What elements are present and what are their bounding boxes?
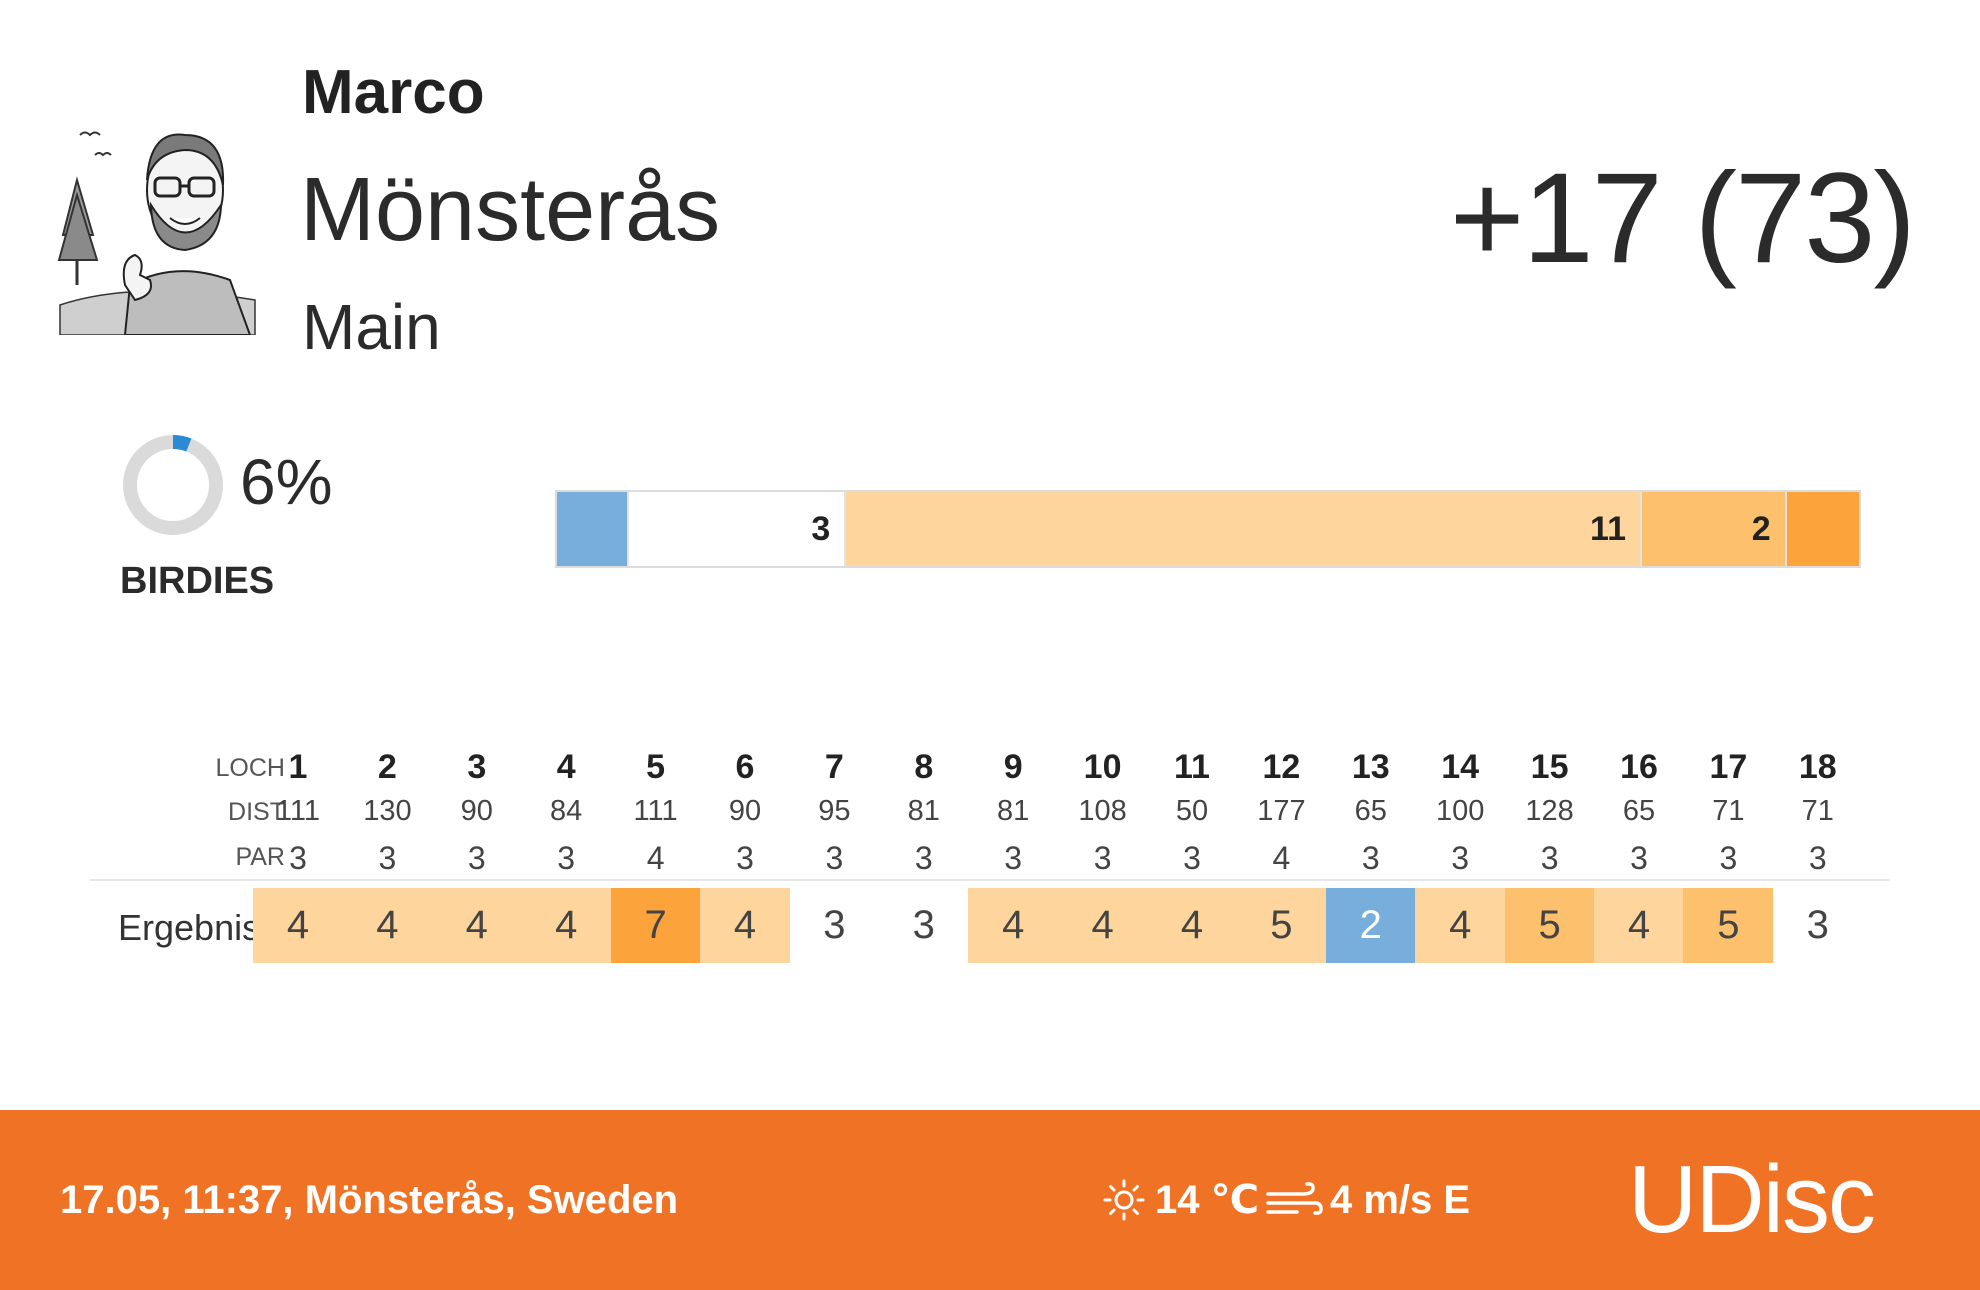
hole-number: 1 — [288, 748, 308, 786]
hole-score: 2 — [1325, 888, 1416, 963]
hole-number: 10 — [1083, 748, 1122, 786]
hole-score: 4 — [253, 888, 343, 963]
hole-par: 3 — [1451, 840, 1470, 876]
distribution-segment-birdie — [557, 492, 630, 566]
hole-distance: 65 — [1622, 795, 1656, 827]
hole-distance: 95 — [818, 795, 851, 827]
scorecard-divider — [90, 879, 1890, 881]
hole-score: 4 — [1594, 888, 1684, 963]
result-row-label: Ergebnis — [118, 907, 261, 948]
hole-number: 3 — [467, 748, 487, 786]
hole-score: 5 — [1683, 888, 1774, 963]
hole-distance: 90 — [728, 795, 762, 827]
hole-number: 18 — [1798, 748, 1837, 786]
hole-number: 5 — [646, 748, 666, 786]
hole-distance: 111 — [633, 795, 678, 827]
hole-distance: 71 — [1801, 795, 1834, 827]
birdie-donut-chart — [123, 435, 223, 535]
player-avatar — [57, 131, 256, 335]
hole-par: 3 — [1630, 840, 1648, 876]
hole-number: 17 — [1709, 748, 1748, 786]
hole-number: 8 — [914, 748, 934, 786]
hole-score: 4 — [431, 888, 522, 963]
hole-score: 4 — [342, 888, 433, 963]
hole-par: 3 — [1004, 840, 1023, 876]
hole-score: 4 — [1147, 888, 1237, 963]
birdie-donut-arc — [123, 435, 223, 535]
hole-number: 15 — [1530, 748, 1569, 786]
hole-number: 16 — [1620, 748, 1658, 786]
distribution-segment-double-bogey: 2 — [1641, 492, 1787, 566]
hole-distance: 50 — [1175, 795, 1209, 827]
hole-score: 5 — [1504, 888, 1595, 963]
hole-par: 3 — [289, 840, 307, 876]
hole-par: 3 — [914, 840, 933, 876]
distribution-segment-bogey: 11 — [846, 492, 1642, 566]
distribution-segment-par: 3 — [629, 492, 847, 566]
hole-par: 3 — [1093, 840, 1112, 876]
hole-score: 7 — [610, 888, 701, 963]
udisc-logo: UDisc — [1628, 1146, 1876, 1253]
hole-distance: 100 — [1435, 795, 1485, 827]
temperature: 14 ℃ — [1155, 1178, 1260, 1222]
hole-distance: 108 — [1078, 795, 1127, 827]
distribution-segment-triple-bogey-plus — [1786, 492, 1859, 566]
hole-distance: 71 — [1712, 795, 1745, 827]
round-info: 17.05, 11:37, Mönsterås, Sweden — [60, 1178, 679, 1222]
hole-par: 3 — [557, 840, 576, 876]
hole-par: 3 — [825, 840, 844, 876]
hole-distance: 177 — [1257, 795, 1306, 827]
hole-score: 4 — [1057, 888, 1148, 963]
hole-number: 9 — [1003, 748, 1023, 786]
hole-number: 13 — [1351, 748, 1390, 786]
hole-number: 12 — [1262, 748, 1301, 786]
score-distribution-bar: 3 11 2 — [555, 490, 1861, 568]
total-score: +17 (73) — [1449, 147, 1916, 290]
hole-distance: 84 — [550, 795, 583, 827]
hole-number: 6 — [735, 748, 755, 786]
hole-score: 3 — [823, 903, 846, 947]
hole-row-label: LOCH — [215, 754, 285, 782]
hole-score: 4 — [968, 888, 1059, 963]
hole-distance: 81 — [997, 795, 1030, 827]
hole-score: 4 — [521, 888, 612, 963]
hole-score: 5 — [1236, 888, 1327, 963]
hole-number: 11 — [1174, 748, 1210, 786]
hole-score: 4 — [700, 888, 790, 963]
hole-par: 3 — [467, 840, 486, 876]
hole-distance: 111 — [275, 795, 321, 827]
hole-par: 3 — [1808, 840, 1827, 876]
hole-distance: 81 — [907, 795, 940, 827]
hole-par: 3 — [1719, 840, 1738, 876]
hole-par: 4 — [646, 840, 665, 876]
hole-distance: 128 — [1525, 795, 1574, 827]
hole-par: 3 — [378, 840, 397, 876]
layout-name: Main — [302, 291, 441, 363]
hole-number: 14 — [1441, 748, 1480, 786]
sun-icon — [1103, 1179, 1145, 1221]
hole-par: 3 — [1361, 840, 1380, 876]
hole-distance: 130 — [363, 795, 412, 827]
hole-par: 3 — [736, 840, 754, 876]
hole-par: 3 — [1183, 840, 1201, 876]
dist-row-label: DIST — [228, 798, 285, 826]
par-row-label: PAR — [235, 843, 285, 871]
wind-icon — [1266, 1182, 1323, 1215]
hole-score: 3 — [912, 903, 935, 947]
footer-bar — [0, 1110, 1980, 1290]
birdie-label: BIRDIES — [120, 560, 275, 602]
hole-number: 7 — [824, 748, 844, 786]
hole-score: 4 — [1415, 888, 1506, 963]
hole-distance: 65 — [1354, 795, 1387, 827]
wind: 4 m/s E — [1330, 1178, 1471, 1222]
player-name: Marco — [302, 58, 485, 127]
course-name: Mönsterås — [300, 160, 721, 260]
birdie-percentage: 6% — [240, 446, 333, 518]
hole-par: 3 — [1540, 840, 1559, 876]
hole-score: 3 — [1806, 903, 1829, 947]
hole-number: 2 — [377, 748, 397, 786]
hole-par: 4 — [1272, 840, 1291, 876]
hole-number: 4 — [556, 748, 576, 786]
hole-distance: 90 — [460, 795, 493, 827]
